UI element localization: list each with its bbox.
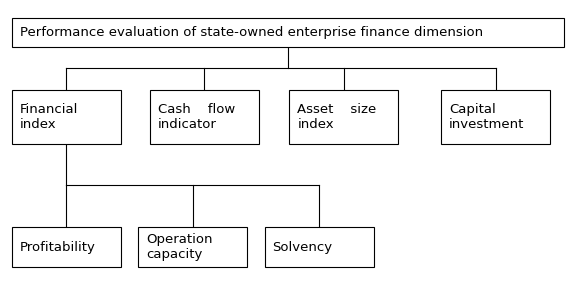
- FancyBboxPatch shape: [441, 90, 550, 144]
- Text: Solvency: Solvency: [273, 241, 333, 254]
- FancyBboxPatch shape: [12, 17, 564, 47]
- Text: Operation
capacity: Operation capacity: [146, 233, 213, 261]
- FancyBboxPatch shape: [138, 227, 247, 267]
- Text: Performance evaluation of state-owned enterprise finance dimension: Performance evaluation of state-owned en…: [20, 26, 482, 39]
- Text: Financial
index: Financial index: [20, 103, 78, 131]
- FancyBboxPatch shape: [12, 227, 121, 267]
- FancyBboxPatch shape: [264, 227, 374, 267]
- FancyBboxPatch shape: [150, 90, 259, 144]
- FancyBboxPatch shape: [12, 90, 121, 144]
- Text: Asset    size
index: Asset size index: [297, 103, 377, 131]
- FancyBboxPatch shape: [289, 90, 398, 144]
- Text: Capital
investment: Capital investment: [449, 103, 524, 131]
- Text: Profitability: Profitability: [20, 241, 95, 254]
- Text: Cash    flow
indicator: Cash flow indicator: [158, 103, 235, 131]
